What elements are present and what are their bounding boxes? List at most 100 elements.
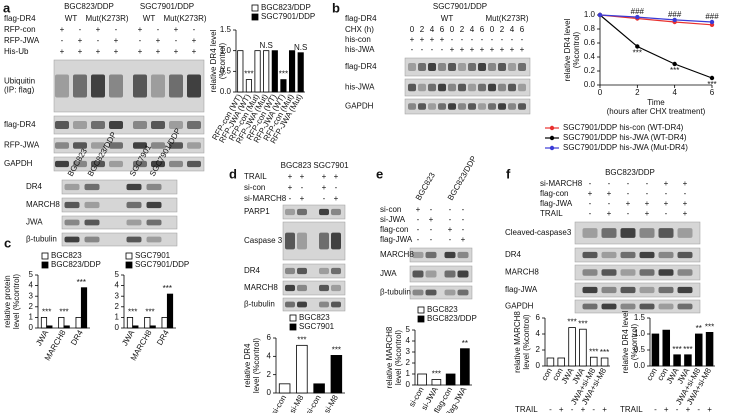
sign: - bbox=[684, 189, 687, 198]
sign: - bbox=[461, 35, 464, 44]
blot-label: JWA bbox=[26, 218, 43, 227]
band bbox=[438, 63, 446, 71]
sign: - bbox=[430, 225, 433, 234]
sign: + bbox=[322, 183, 327, 192]
blot-label: flag-JWA bbox=[505, 285, 538, 294]
annotation: *** bbox=[578, 319, 587, 328]
bar bbox=[557, 357, 566, 367]
legend-label: SGC7901/DDP bbox=[135, 260, 189, 269]
blot-label: MARCH8 bbox=[505, 268, 539, 277]
bar bbox=[568, 327, 576, 367]
y-tick-label: 6 bbox=[267, 333, 272, 342]
y-tick-label: 0.5 bbox=[220, 66, 232, 75]
band bbox=[187, 121, 201, 129]
band bbox=[488, 83, 496, 92]
sign: - bbox=[462, 205, 465, 214]
band bbox=[187, 160, 201, 168]
band bbox=[55, 142, 69, 149]
band bbox=[418, 83, 426, 92]
sign: + bbox=[664, 405, 669, 413]
sign: + bbox=[322, 172, 327, 181]
band bbox=[658, 269, 674, 276]
blot bbox=[61, 232, 178, 247]
sign: - bbox=[501, 35, 504, 44]
band bbox=[319, 208, 329, 216]
blot-label: β-tubulin bbox=[380, 288, 411, 297]
band bbox=[169, 121, 183, 129]
row-label: his-con bbox=[345, 35, 371, 44]
band bbox=[488, 103, 496, 110]
band bbox=[444, 270, 456, 278]
blot bbox=[409, 265, 473, 283]
band bbox=[319, 267, 329, 275]
bar bbox=[651, 333, 660, 367]
column-label: Mut(K273R) bbox=[85, 14, 128, 23]
band bbox=[146, 219, 162, 226]
band bbox=[297, 301, 307, 308]
blot bbox=[282, 263, 346, 279]
sign: 2 bbox=[500, 25, 505, 34]
band bbox=[319, 232, 329, 250]
band bbox=[84, 236, 100, 243]
y-tick-label: 0.0 bbox=[584, 80, 596, 89]
blot-label: JWA bbox=[380, 269, 397, 278]
sign: - bbox=[665, 209, 668, 218]
y-axis-label: relative protein bbox=[3, 275, 12, 327]
y-axis-label: relative DR4 level bbox=[621, 310, 630, 373]
row-label: TRAIL bbox=[515, 405, 538, 413]
y-tick-label: 0.2 bbox=[584, 66, 596, 75]
bar bbox=[75, 316, 82, 329]
sign: - bbox=[417, 225, 420, 234]
bar bbox=[431, 379, 442, 386]
sign: + bbox=[60, 47, 65, 56]
band bbox=[658, 251, 674, 259]
band bbox=[151, 121, 165, 129]
bar bbox=[288, 50, 296, 93]
sign: - bbox=[592, 405, 595, 413]
sign: + bbox=[420, 35, 425, 44]
band bbox=[677, 286, 693, 294]
sign: + bbox=[96, 47, 101, 56]
band bbox=[285, 232, 295, 250]
bar bbox=[673, 354, 681, 367]
y-tick-label: 4 bbox=[29, 281, 34, 290]
blot-label: flag-DR4 bbox=[345, 62, 377, 71]
marker bbox=[672, 17, 677, 23]
legend-label: SGC7901 bbox=[135, 251, 171, 260]
sign: 6 bbox=[440, 25, 445, 34]
sign: + bbox=[460, 45, 465, 54]
sign: - bbox=[608, 179, 611, 188]
band bbox=[297, 284, 307, 292]
sign: - bbox=[521, 35, 524, 44]
y-tick-label: 3 bbox=[406, 347, 411, 356]
annotation: *** bbox=[297, 335, 306, 344]
row-label: si-con bbox=[380, 205, 401, 214]
band bbox=[151, 160, 165, 168]
sign: - bbox=[462, 225, 465, 234]
band bbox=[488, 63, 496, 71]
bar bbox=[46, 325, 53, 329]
band bbox=[169, 74, 183, 98]
legend-label: SGC7901 bbox=[299, 322, 335, 331]
band bbox=[620, 286, 636, 294]
y-tick-label: 2 bbox=[29, 302, 34, 311]
y-tick-label: 1 bbox=[115, 313, 120, 322]
annotation: *** bbox=[567, 318, 576, 327]
legend-label: BGC823/DDP bbox=[51, 260, 101, 269]
legend-swatch bbox=[125, 261, 133, 269]
sign: - bbox=[61, 36, 64, 45]
marker bbox=[709, 19, 715, 25]
legend-label: BGC823/DDP bbox=[261, 3, 311, 12]
y-tick-label: 2 bbox=[406, 358, 411, 367]
sign: - bbox=[431, 45, 434, 54]
band bbox=[126, 219, 142, 226]
band bbox=[620, 251, 636, 259]
band bbox=[508, 63, 516, 71]
sign: + bbox=[470, 45, 475, 54]
sign: - bbox=[97, 36, 100, 45]
column-label: WT bbox=[65, 14, 78, 23]
annotation: ### bbox=[705, 12, 719, 21]
band bbox=[412, 270, 424, 278]
band bbox=[428, 83, 436, 92]
sign: - bbox=[697, 405, 700, 413]
